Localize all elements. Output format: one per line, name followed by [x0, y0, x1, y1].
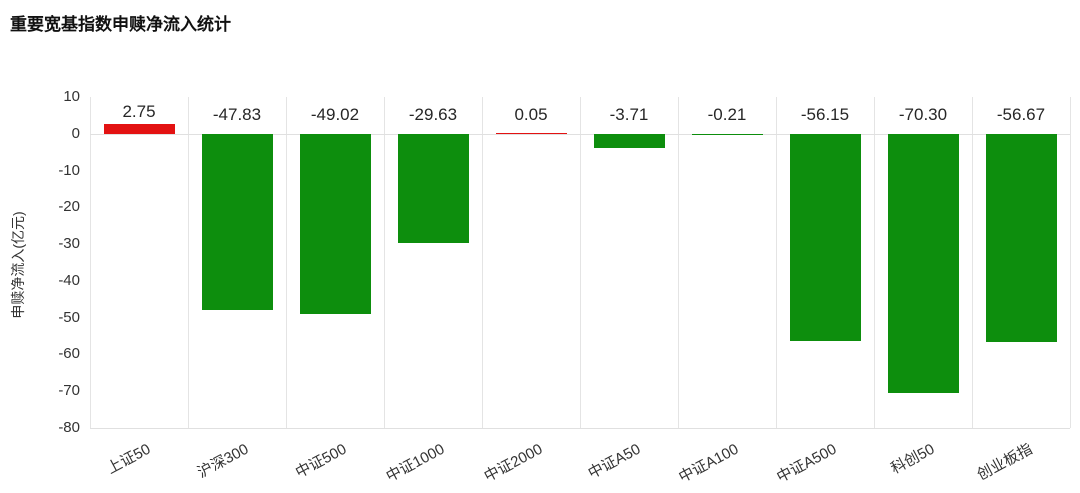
bar [104, 124, 175, 134]
bar [496, 133, 567, 134]
bar [986, 134, 1057, 342]
y-tick-label: -10 [58, 162, 80, 179]
x-axis-label: 科创50 [888, 440, 938, 478]
gridline [972, 97, 973, 428]
gridline [580, 97, 581, 428]
value-label: -56.67 [996, 105, 1046, 124]
gridline [286, 97, 287, 428]
value-label: -70.30 [898, 105, 948, 124]
value-label: 0.05 [514, 105, 548, 124]
x-axis-label: 上证50 [104, 440, 154, 478]
bar [202, 134, 273, 310]
x-axis-label: 沪深300 [194, 440, 252, 482]
zero-line [90, 134, 1070, 135]
y-tick-label: -40 [58, 272, 80, 289]
y-tick-label: -60 [58, 345, 80, 362]
bar [300, 134, 371, 314]
gridline [188, 97, 189, 428]
gridline [874, 97, 875, 428]
x-axis-label: 中证A50 [585, 440, 644, 483]
plot-area: 2.75 -47.83 -49.02 -29.63 0.05 -3.71 -0.21 -56.… [90, 97, 1071, 429]
y-tick-label: -80 [58, 419, 80, 436]
x-axis-label: 中证500 [292, 440, 350, 482]
x-axis-label: 中证A500 [773, 440, 840, 487]
value-label: -56.15 [800, 105, 850, 124]
value-label: 2.75 [122, 102, 156, 121]
x-axis-label: 创业板指 [974, 440, 1036, 484]
value-label: -49.02 [310, 105, 360, 124]
y-tick-label: 10 [63, 88, 80, 105]
gridline [90, 97, 91, 428]
bar [888, 134, 959, 393]
bar [594, 134, 665, 148]
bar [790, 134, 861, 341]
gridline [678, 97, 679, 428]
value-label: -3.71 [609, 105, 649, 124]
gridline [384, 97, 385, 428]
x-axis-label: 中证2000 [481, 440, 546, 486]
x-axis-label: 中证1000 [383, 440, 448, 486]
gridline [1070, 97, 1071, 428]
value-label: -47.83 [212, 105, 262, 124]
y-tick-label: 0 [71, 125, 80, 142]
y-tick-label: -50 [58, 309, 80, 326]
y-axis-title: 申赎净流入(亿元) [10, 211, 26, 319]
chart-title: 重要宽基指数申赎净流入统计 [10, 15, 231, 34]
gridline [776, 97, 777, 428]
x-axis-label: 中证A100 [675, 440, 742, 487]
value-label: -0.21 [707, 105, 747, 124]
value-label: -29.63 [408, 105, 458, 124]
bar [692, 134, 763, 135]
gridline [482, 97, 483, 428]
bar [398, 134, 469, 243]
y-tick-label: -70 [58, 382, 80, 399]
y-tick-label: -30 [58, 235, 80, 252]
y-tick-label: -20 [58, 198, 80, 215]
